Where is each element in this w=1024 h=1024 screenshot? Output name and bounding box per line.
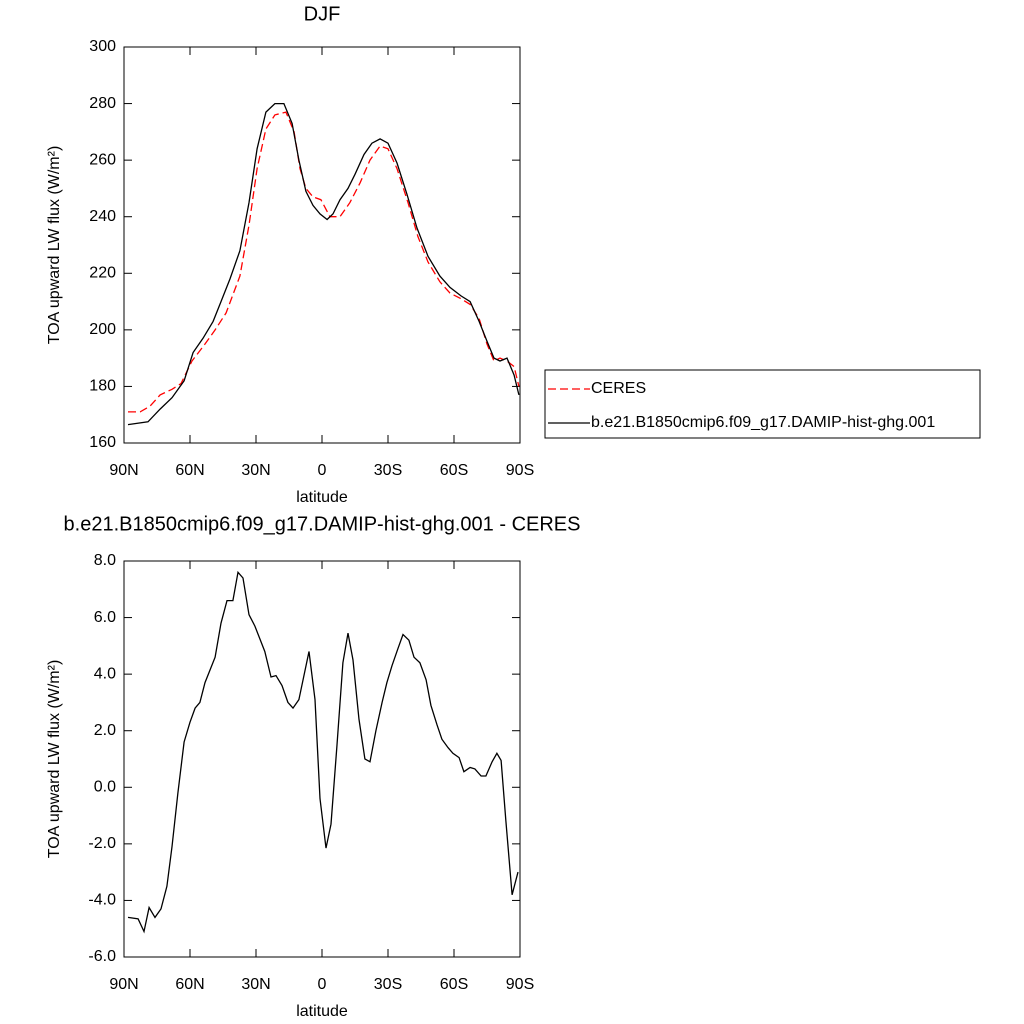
plot-frame [123, 46, 521, 444]
y-tick-label: 160 [89, 434, 116, 451]
y-tick-label: 6.0 [94, 609, 116, 626]
x-tick-label: 60N [175, 462, 204, 479]
x-tick-label: 30S [374, 976, 402, 993]
y-tick-label: 4.0 [94, 665, 116, 682]
y-tick-label: -6.0 [88, 948, 116, 965]
x-tick-label: 60S [440, 462, 468, 479]
legend-label: b.e21.B1850cmip6.f09_g17.DAMIP-hist-ghg.… [591, 414, 935, 431]
y-tick-label: 220 [89, 265, 116, 282]
legend-box [544, 369, 981, 439]
data-line [128, 111, 520, 413]
data-line [127, 102, 520, 426]
legend-label: CERES [591, 380, 646, 397]
y-axis-label: TOA upward LW flux (W/m²) [46, 146, 63, 345]
x-tick-label: 30N [241, 976, 270, 993]
chart-title: DJF [304, 3, 341, 25]
y-tick-label: 260 [89, 151, 116, 168]
x-tick-label: 0 [318, 976, 327, 993]
x-tick-label: 60N [175, 976, 204, 993]
x-tick-label: 30S [374, 462, 402, 479]
y-tick-label: 2.0 [94, 722, 116, 739]
chart-title: b.e21.B1850cmip6.f09_g17.DAMIP-hist-ghg.… [64, 513, 581, 535]
y-tick-label: 240 [89, 208, 116, 225]
x-tick-label: 60S [440, 976, 468, 993]
y-tick-label: 8.0 [94, 552, 116, 569]
y-tick-label: -4.0 [88, 892, 116, 909]
x-tick-label: 0 [318, 462, 327, 479]
x-tick-label: 90N [109, 462, 138, 479]
y-tick-label: 200 [89, 321, 116, 338]
x-tick-label: 90N [109, 976, 138, 993]
x-tick-label: 90S [506, 462, 534, 479]
y-axis-label: TOA upward LW flux (W/m²) [46, 660, 63, 859]
y-tick-label: 300 [89, 38, 116, 55]
y-tick-label: 180 [89, 378, 116, 395]
x-tick-label: 90S [506, 976, 534, 993]
plot-frame [123, 560, 521, 958]
x-tick-label: 30N [241, 462, 270, 479]
y-tick-label: -2.0 [88, 835, 116, 852]
x-axis-label: latitude [296, 1003, 348, 1020]
y-tick-label: 280 [89, 95, 116, 112]
data-line [127, 570, 519, 934]
y-tick-label: 0.0 [94, 779, 116, 796]
x-axis-label: latitude [296, 489, 348, 506]
